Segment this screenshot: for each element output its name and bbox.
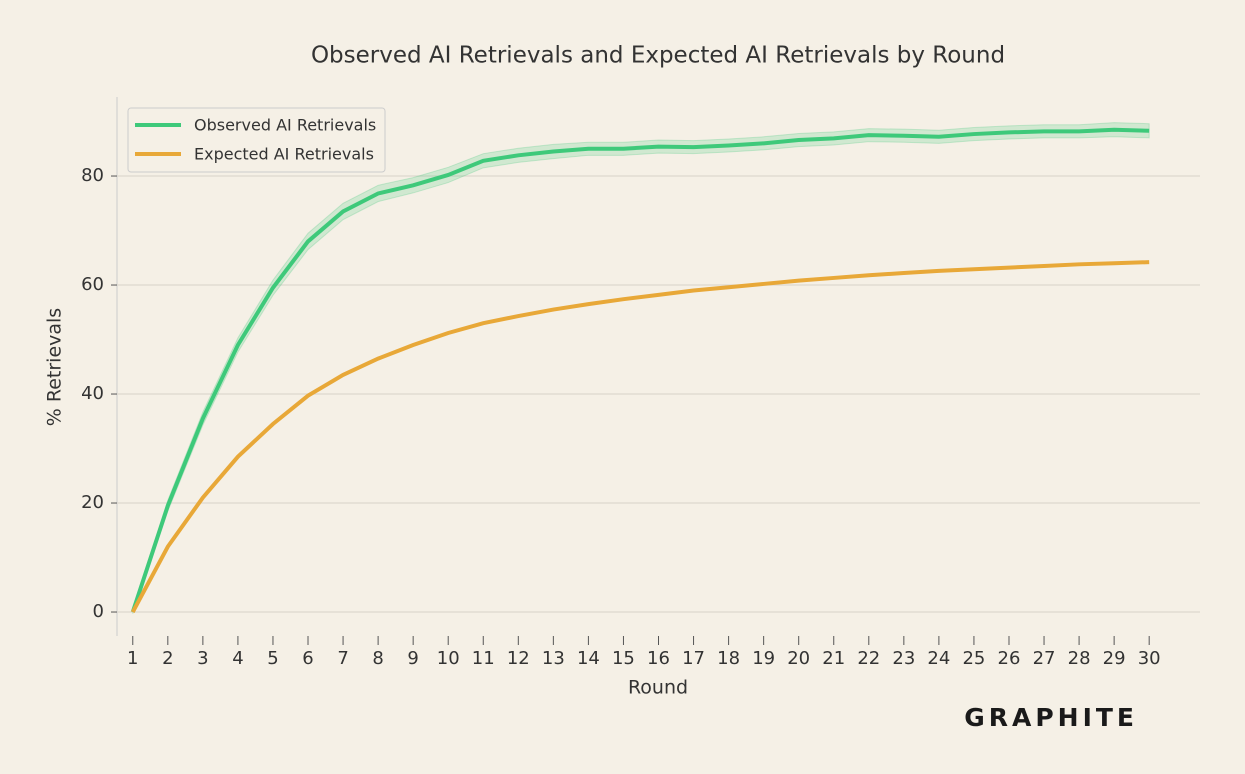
x-tick-label: 18 xyxy=(717,648,740,669)
x-tick-label: 7 xyxy=(337,648,348,669)
x-tick-label: 1 xyxy=(127,648,138,669)
x-tick-label: 4 xyxy=(232,648,243,669)
legend-box xyxy=(127,107,386,173)
legend-label: Expected AI Retrievals xyxy=(194,145,374,164)
x-tick-label: 2 xyxy=(162,648,173,669)
y-tick-label: 60 xyxy=(81,274,104,295)
series-line xyxy=(131,260,1150,613)
y-tick-label: 0 xyxy=(93,601,104,622)
confidence-band xyxy=(132,122,1150,614)
y-tick-label: 80 xyxy=(81,165,104,186)
x-tick-label: 25 xyxy=(962,648,985,669)
x-tick-label: 11 xyxy=(472,648,495,669)
series-line xyxy=(130,127,1150,613)
watermark: GRAPHITE xyxy=(964,703,1138,732)
y-tick-label: 40 xyxy=(81,383,104,404)
chart-title: Observed AI Retrievals and Expected AI R… xyxy=(311,43,1005,69)
x-tick-label: 15 xyxy=(612,648,635,669)
x-tick-label: 17 xyxy=(682,648,705,669)
x-tick-label: 5 xyxy=(267,648,278,669)
x-tick-label: 24 xyxy=(927,648,950,669)
x-tick-label: 27 xyxy=(1033,648,1056,669)
x-tick-label: 30 xyxy=(1138,648,1161,669)
x-tick-label: 28 xyxy=(1068,648,1091,669)
y-tick-label: 20 xyxy=(81,492,104,513)
x-tick-label: 6 xyxy=(302,648,313,669)
x-tick-label: 3 xyxy=(197,648,208,669)
x-tick-label: 13 xyxy=(542,648,565,669)
x-tick-label: 9 xyxy=(407,648,418,669)
x-tick-label: 8 xyxy=(372,648,383,669)
x-tick-label: 14 xyxy=(577,648,600,669)
legend-label: Observed AI Retrievals xyxy=(194,116,376,135)
x-axis-label: Round xyxy=(628,677,688,699)
x-tick-label: 12 xyxy=(507,648,530,669)
x-tick-label: 10 xyxy=(437,648,460,669)
y-axis-label: % Retrievals xyxy=(44,308,66,426)
x-tick-label: 26 xyxy=(998,648,1021,669)
x-tick-label: 20 xyxy=(787,648,810,669)
x-tick-label: 21 xyxy=(822,648,845,669)
x-tick-label: 16 xyxy=(647,648,670,669)
x-tick-label: 19 xyxy=(752,648,775,669)
x-tick-label: 29 xyxy=(1103,648,1126,669)
x-tick-label: 23 xyxy=(892,648,915,669)
x-tick-label: 22 xyxy=(857,648,880,669)
